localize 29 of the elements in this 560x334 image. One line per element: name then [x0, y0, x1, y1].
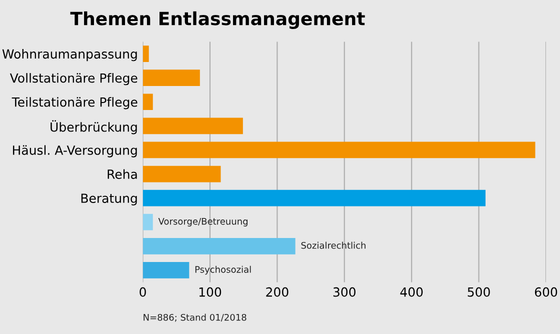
bar: [142, 214, 153, 230]
bar: [142, 166, 221, 182]
bar: [142, 238, 296, 254]
bar: [142, 118, 243, 134]
x-tick-label: 300: [333, 287, 356, 297]
chart-title: Themen Entlassmanagement: [70, 11, 365, 29]
series-label: Psychosozial: [195, 266, 251, 275]
x-tick-label: 0: [140, 287, 146, 297]
x-tick-label: 600: [534, 287, 558, 297]
bar: [142, 94, 153, 110]
bar: [142, 70, 200, 86]
bar: [142, 262, 190, 278]
series-label: Vorsorge/Betreuung: [158, 218, 248, 226]
series-label: Sozialrechtlich: [301, 242, 366, 249]
text: N=886; Stand 01/2018: [144, 314, 246, 322]
x-tick-label: 400: [400, 287, 423, 297]
bar: [142, 142, 536, 158]
y-tick-label: Beratung: [81, 194, 137, 206]
x-tick-label: 200: [266, 287, 288, 297]
y-tick-label: Teilstationäre Pflege: [12, 97, 138, 110]
y-tick-label: Wohnraumanpassung: [2, 49, 137, 62]
y-tick-label: Reha: [108, 169, 137, 179]
bar: [142, 190, 486, 206]
x-tick-label: 100: [199, 287, 222, 297]
y-tick-label: Häusl. A-Versorgung: [13, 145, 137, 158]
y-tick-label: Überbrückung: [50, 120, 137, 134]
bar: [142, 46, 149, 62]
x-tick-label: 500: [468, 287, 490, 297]
y-tick-label: Vollstationäre Pflege: [10, 73, 138, 86]
